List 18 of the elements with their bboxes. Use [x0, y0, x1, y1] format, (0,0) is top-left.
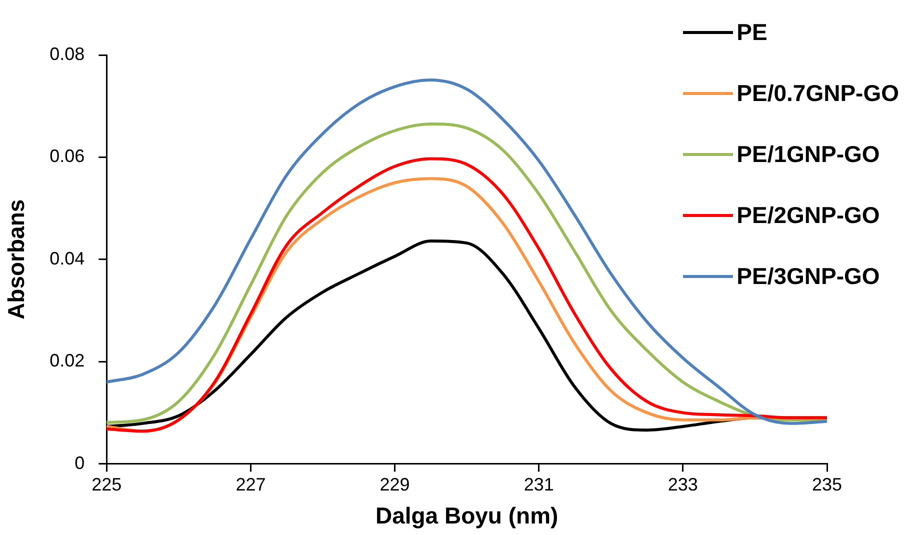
y-tick-label: 0.08 — [50, 44, 85, 64]
y-tick-label: 0.04 — [50, 248, 85, 268]
y-axis-title: Absorbans — [3, 199, 30, 320]
legend-label: PE/3GNP-GO — [736, 263, 880, 290]
legend-label: PE/0.7GNP-GO — [736, 80, 899, 107]
y-tick-label: 0.06 — [50, 146, 85, 166]
x-tick-label: 229 — [380, 474, 410, 495]
y-tick-label: 0.02 — [50, 350, 85, 371]
x-tick-label: 235 — [812, 474, 842, 495]
x-tick-label: 233 — [668, 474, 698, 495]
y-tick-label: 0 — [74, 452, 85, 473]
x-tick-label: 227 — [236, 474, 266, 495]
legend-label: PE/2GNP-GO — [736, 202, 880, 229]
legend-label: PE — [736, 19, 768, 46]
x-axis-title: Dalga Boyu (nm) — [375, 502, 558, 529]
x-tick-label: 225 — [92, 474, 122, 495]
x-tick-label: 231 — [524, 474, 554, 495]
legend-label: PE/1GNP-GO — [736, 141, 880, 168]
